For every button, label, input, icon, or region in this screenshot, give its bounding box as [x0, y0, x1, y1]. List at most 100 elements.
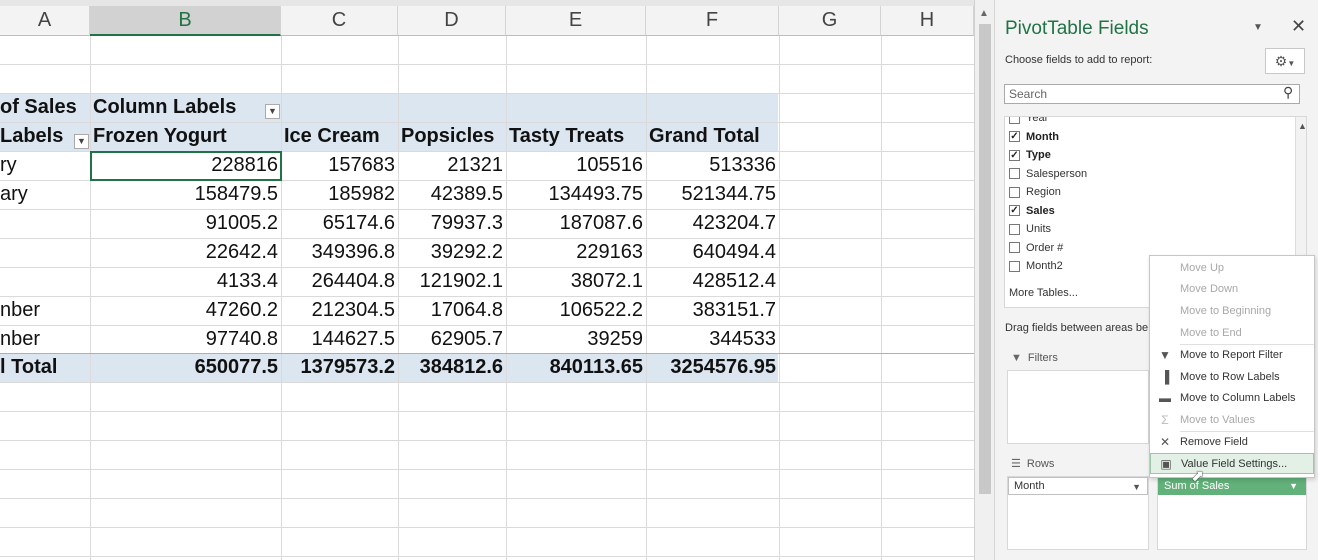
field-item-month[interactable]: ✓ Month — [1009, 128, 1059, 146]
pivot-value-cell[interactable]: 17064.8 — [430, 299, 503, 321]
field-item-month2[interactable]: Month2 — [1009, 257, 1063, 275]
pivot-value-cell[interactable]: 383151.7 — [692, 299, 776, 321]
menu-item-move-down[interactable]: Move Down — [1150, 279, 1314, 300]
checkbox-icon[interactable] — [1009, 186, 1020, 198]
sheet-vertical-scrollbar[interactable]: ▲ — [974, 0, 994, 560]
pivot-total-popsicles[interactable]: 384812.6 — [419, 356, 503, 378]
pivot-row-label[interactable]: ary — [0, 183, 28, 205]
pivot-value-cell[interactable]: 185982 — [328, 183, 395, 205]
pivot-col-grand-total[interactable]: Grand Total — [649, 125, 760, 147]
pivot-value-cell[interactable]: 42389.5 — [430, 183, 503, 205]
pivot-col-popsicles[interactable]: Popsicles — [401, 125, 495, 147]
pivot-value-cell[interactable]: 349396.8 — [311, 241, 395, 263]
checkbox-checked-icon[interactable]: ✓ — [1009, 149, 1020, 161]
checkbox-icon[interactable] — [1009, 242, 1020, 253]
pivot-row-label[interactable] — [0, 238, 90, 267]
pivot-row-labels[interactable]: Labels — [0, 125, 64, 147]
more-tables-link[interactable]: More Tables... — [1009, 287, 1078, 299]
pivot-value-cell[interactable]: 106522.2 — [559, 299, 643, 321]
pivot-col-tasty-treats[interactable]: Tasty Treats — [509, 125, 625, 147]
pivot-value-cell[interactable]: 91005.2 — [205, 212, 278, 234]
pivot-col-frozen-yogurt[interactable]: Frozen Yogurt — [93, 125, 227, 147]
rows-field-month[interactable]: Month ▼ — [1008, 477, 1148, 495]
field-list-scroll-up-icon[interactable]: ▲ — [1298, 121, 1307, 131]
pivot-row-label[interactable]: nber — [0, 328, 41, 350]
pivot-value-cell[interactable]: 4133.4 — [216, 270, 278, 292]
column-header-d[interactable]: D — [398, 6, 506, 36]
pivot-value-cell[interactable]: 344533 — [709, 328, 776, 350]
pivot-value-cell[interactable]: 21321 — [447, 154, 503, 176]
column-labels-filter-button[interactable]: ▼ — [265, 104, 280, 119]
chevron-down-icon[interactable]: ▼ — [1132, 482, 1141, 492]
pivot-value-cell[interactable]: 513336 — [709, 154, 776, 176]
menu-item-move-up[interactable]: Move Up — [1150, 257, 1314, 278]
checkbox-icon[interactable] — [1009, 223, 1020, 235]
row-labels-filter-button[interactable]: ▼ — [74, 134, 89, 149]
pivot-value-cell[interactable]: 423204.7 — [692, 212, 776, 234]
column-header-e[interactable]: E — [506, 6, 646, 36]
pivot-total-frozen-yogurt[interactable]: 650077.5 — [194, 356, 278, 378]
pivot-value-cell[interactable]: 428512.4 — [692, 270, 776, 292]
pivot-value-cell[interactable]: 105516 — [576, 154, 643, 176]
pivot-data-field-label[interactable]: of Sales — [0, 96, 77, 118]
menu-item-move-to-report-filter[interactable]: ▼ Move to Report Filter — [1150, 344, 1314, 365]
menu-item-move-to-beginning[interactable]: Move to Beginning — [1150, 301, 1314, 322]
pivot-value-cell[interactable]: 121902.1 — [419, 270, 503, 292]
checkbox-checked-icon[interactable]: ✓ — [1009, 205, 1020, 216]
pivot-value-cell[interactable]: 39292.2 — [430, 241, 503, 263]
pivot-value-cell[interactable]: 134493.75 — [548, 183, 643, 205]
search-icon[interactable]: ⚲ — [1283, 84, 1294, 100]
pivot-value-cell[interactable]: 39259 — [587, 328, 643, 350]
filters-area[interactable] — [1007, 370, 1149, 444]
pivot-value-cell[interactable]: 212304.5 — [311, 299, 395, 321]
pivot-total-grand-total[interactable]: 3254576.95 — [670, 356, 776, 378]
pivot-value-cell[interactable]: 144627.5 — [311, 328, 395, 350]
pivot-value-cell[interactable]: 47260.2 — [205, 299, 278, 321]
pivot-column-labels[interactable]: Column Labels — [93, 96, 237, 118]
gear-icon[interactable]: ⚙▼ — [1265, 48, 1305, 74]
pivot-value-cell[interactable]: 157683 — [328, 154, 395, 176]
menu-item-move-to-values[interactable]: Σ Move to Values — [1150, 410, 1314, 431]
pivot-value-cell[interactable]: 187087.6 — [559, 212, 643, 234]
pane-options-chevron-icon[interactable]: ▼ — [1253, 22, 1263, 33]
checkbox-checked-icon[interactable]: ✓ — [1009, 131, 1020, 142]
checkbox-icon[interactable] — [1009, 117, 1020, 124]
menu-item-move-to-column-labels[interactable]: ▬ Move to Column Labels — [1150, 388, 1314, 409]
pivot-value-cell[interactable]: 62905.7 — [430, 328, 503, 350]
field-item-units[interactable]: Units — [1009, 220, 1051, 238]
column-header-b[interactable]: B — [90, 6, 281, 36]
field-list-scrollbar[interactable]: ▲ — [1295, 117, 1307, 307]
scroll-up-icon[interactable]: ▲ — [979, 8, 989, 19]
pivot-value-cell[interactable]: 228816 — [211, 154, 278, 176]
field-item-salesperson[interactable]: Salesperson — [1009, 165, 1087, 183]
menu-item-move-to-row-labels[interactable]: ▐ Move to Row Labels — [1150, 366, 1314, 387]
pivot-value-cell[interactable]: 97740.8 — [205, 328, 278, 350]
menu-item-move-to-end[interactable]: Move to End — [1150, 322, 1314, 343]
pivot-value-cell[interactable]: 264404.8 — [311, 270, 395, 292]
active-cell-b4[interactable] — [90, 151, 282, 181]
pivot-row-label[interactable] — [0, 209, 90, 238]
pivot-total-ice-cream[interactable]: 1379573.2 — [300, 356, 395, 378]
checkbox-icon[interactable] — [1009, 260, 1020, 272]
pivot-value-cell[interactable]: 79937.3 — [430, 212, 503, 234]
column-header-f[interactable]: F — [646, 6, 779, 36]
column-header-h[interactable]: H — [881, 6, 974, 36]
scroll-thumb[interactable] — [979, 24, 991, 494]
pivot-value-cell[interactable]: 229163 — [576, 241, 643, 263]
pivot-value-cell[interactable]: 158479.5 — [194, 183, 278, 205]
menu-item-remove-field[interactable]: ✕ Remove Field — [1150, 431, 1314, 452]
field-item-type[interactable]: ✓ Type — [1009, 146, 1051, 164]
pivot-col-ice-cream[interactable]: Ice Cream — [284, 125, 380, 147]
pivot-row-label[interactable] — [0, 267, 90, 296]
checkbox-icon[interactable] — [1009, 168, 1020, 179]
column-header-a[interactable]: A — [0, 6, 90, 36]
pivot-value-cell[interactable]: 38072.1 — [570, 270, 643, 292]
chevron-down-icon[interactable]: ▼ — [1289, 481, 1298, 491]
pivot-value-cell[interactable]: 640494.4 — [692, 241, 776, 263]
pivot-value-cell[interactable]: 65174.6 — [322, 212, 395, 234]
column-header-c[interactable]: C — [281, 6, 398, 36]
field-item-order[interactable]: Order # — [1009, 239, 1063, 257]
field-item-region[interactable]: Region — [1009, 183, 1061, 201]
pivot-value-cell[interactable]: 521344.75 — [681, 183, 776, 205]
column-header-g[interactable]: G — [779, 6, 881, 36]
